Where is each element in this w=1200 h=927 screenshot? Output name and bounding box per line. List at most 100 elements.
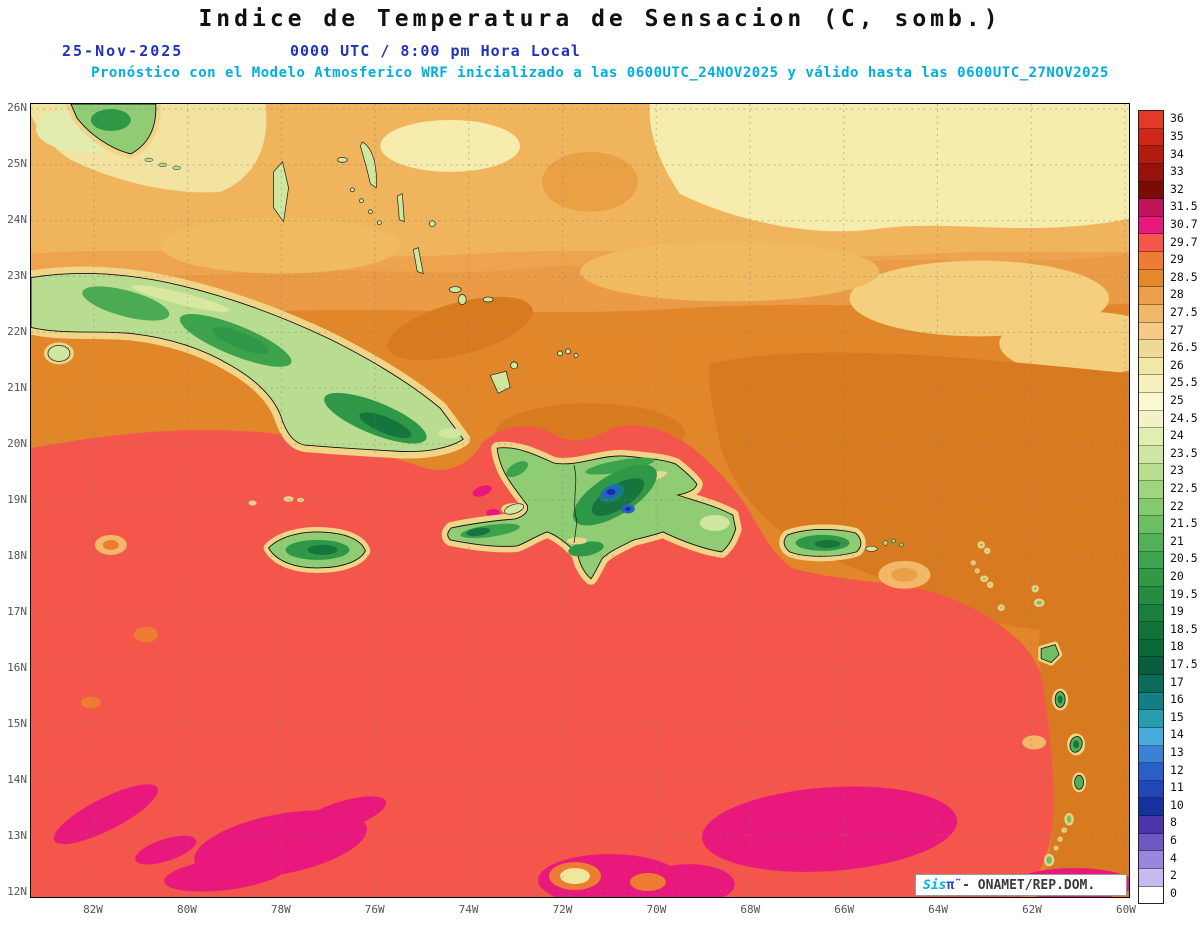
colorbar-cell: [1139, 375, 1163, 393]
colorbar-cell: [1139, 287, 1163, 305]
colorbar-label: 35: [1170, 128, 1184, 143]
colorbar-cell: [1139, 604, 1163, 623]
colorbar-label: 21.5: [1170, 516, 1198, 531]
colorbar-label: 23.5: [1170, 445, 1198, 460]
colorbar-cell: [1139, 216, 1163, 235]
colorbar-cell: [1139, 745, 1163, 764]
colorbar-label: 22: [1170, 498, 1184, 513]
lon-label: 72W: [552, 903, 573, 916]
lat-label: 21N: [7, 381, 27, 394]
lat-label: 23N: [7, 269, 27, 282]
colorbar-cell: [1139, 657, 1163, 675]
lat-label: 16N: [7, 661, 27, 674]
colorbar-cell: [1139, 569, 1163, 587]
colorbar-label: 29.7: [1170, 234, 1198, 249]
colorbar-label: 25.5: [1170, 375, 1198, 390]
forecast-description: Pronóstico con el Modelo Atmosferico WRF…: [91, 65, 1109, 81]
jamaica: [263, 527, 371, 573]
lon-label: 74W: [458, 903, 479, 916]
lon-label: 64W: [928, 903, 949, 916]
colorbar-cell: [1139, 851, 1163, 869]
page-title: Indice de Temperatura de Sensacion (C, s…: [198, 6, 1002, 32]
lat-label: 15N: [7, 717, 27, 730]
colorbar-label: 34: [1170, 146, 1184, 161]
graticule: [31, 104, 1129, 897]
lat-label: 25N: [7, 157, 27, 170]
lon-label: 80W: [176, 903, 197, 916]
colorbar-label: 17: [1170, 674, 1184, 689]
cayman-islands: [248, 496, 305, 506]
colorbar-cell: [1139, 146, 1163, 164]
colorbar-label: 17.5: [1170, 656, 1198, 671]
sea-orange-southeast: [1037, 564, 1129, 897]
colorbar-label: 19: [1170, 604, 1184, 619]
colorbar-label: 20: [1170, 568, 1184, 583]
colorbar-label: 0: [1170, 885, 1177, 900]
colorbar-cell: [1139, 393, 1163, 411]
lat-label: 19N: [7, 493, 27, 506]
colorbar-cell: [1139, 340, 1163, 358]
colorbar-label: 25: [1170, 392, 1184, 407]
colorbar-cell: [1139, 763, 1163, 781]
colorbar-label: 27.5: [1170, 304, 1198, 319]
colorbar-label: 29: [1170, 252, 1184, 267]
colorbar-cell: [1139, 463, 1163, 482]
colorbar-label: 32: [1170, 181, 1184, 196]
colorbar-cell: [1139, 445, 1163, 464]
colorbar-cell: [1139, 727, 1163, 746]
colorbar-label: 28.5: [1170, 269, 1198, 284]
colorbar-label: 24.5: [1170, 410, 1198, 425]
lon-label: 76W: [364, 903, 385, 916]
hispaniola: [441, 441, 742, 585]
heat-index-map: [31, 104, 1129, 897]
colorbar-label: 19.5: [1170, 586, 1198, 601]
forecast-local-time: 0000 UTC / 8:00 pm Hora Local: [290, 42, 581, 60]
colorbar-cell: [1139, 868, 1163, 887]
colorbar-cell: [1139, 833, 1163, 852]
sea-dark-orange-east: [387, 296, 1129, 631]
lon-label: 70W: [646, 903, 667, 916]
colorbar-cell: [1139, 481, 1163, 499]
colorbar-cell: [1139, 798, 1163, 816]
lat-label: 26N: [7, 101, 27, 114]
colorbar-label: 24: [1170, 428, 1184, 443]
lon-label: 82W: [83, 903, 103, 916]
colorbar-cell: [1139, 816, 1163, 834]
colorbar-cell: [1139, 163, 1163, 182]
colorbar-legend: [1138, 110, 1164, 904]
bahamas: [273, 141, 579, 394]
colorbar-cell: [1139, 692, 1163, 711]
colorbar-label: 28: [1170, 287, 1184, 302]
lesser-antilles: [970, 541, 1087, 867]
florida: [65, 104, 181, 170]
colorbar-cell: [1139, 639, 1163, 658]
colorbar-label: 23: [1170, 463, 1184, 478]
puerto-rico: [779, 524, 904, 562]
colorbar-label: 11: [1170, 780, 1184, 795]
colorbar-label: 26.5: [1170, 340, 1198, 355]
lon-label: 62W: [1022, 903, 1042, 916]
cuba: [31, 266, 471, 459]
sea-warm-spots: [80, 534, 1047, 750]
colorbar-label: 14: [1170, 727, 1184, 742]
colorbar-cell: [1139, 534, 1163, 552]
colorbar-label: 16: [1170, 692, 1184, 707]
forecast-date: 25-Nov-2025: [62, 42, 184, 60]
colorbar-cell: [1139, 622, 1163, 640]
lat-label: 12N: [7, 885, 27, 898]
lat-label: 18N: [7, 549, 27, 562]
colorbar-cell: [1139, 516, 1163, 534]
colorbar-cell: [1139, 252, 1163, 270]
map-area: [30, 103, 1130, 898]
colorbar-cell: [1139, 410, 1163, 429]
lon-label: 78W: [270, 903, 291, 916]
colorbar-cell: [1139, 304, 1163, 323]
colorbar-label: 36: [1170, 111, 1184, 126]
lat-label: 14N: [7, 773, 27, 786]
lat-label: 20N: [7, 437, 27, 450]
colorbar-label: 4: [1170, 850, 1177, 865]
colorbar-label: 31.5: [1170, 199, 1198, 214]
pi-symbol: π̃: [946, 877, 963, 893]
colorbar-cell: [1139, 357, 1163, 376]
